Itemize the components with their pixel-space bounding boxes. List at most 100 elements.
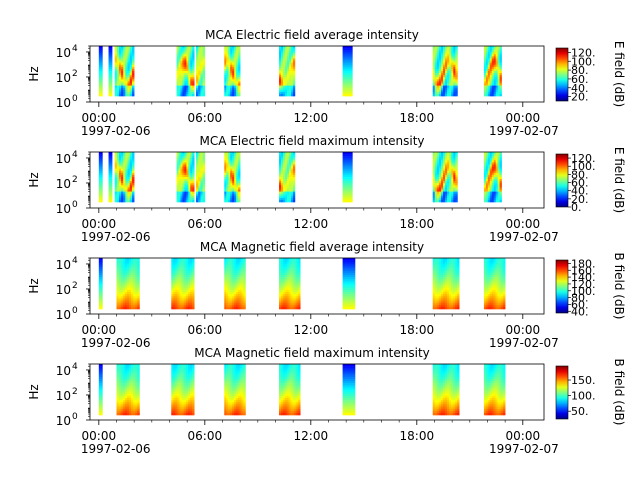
panel-3-y-tick-exponent-2: 2 bbox=[72, 281, 78, 291]
panel-2-colorbar-tick-2: 20. bbox=[571, 193, 589, 206]
panel-3-colorbar-tick-7: 160. bbox=[571, 264, 596, 277]
panel-2-x-tick-label-4: 18:00 bbox=[400, 217, 435, 231]
panel-2-data-segment-1 bbox=[98, 151, 103, 203]
panel-2-colorbar-tick-6: 100. bbox=[571, 160, 596, 173]
panel-2-x-tick-label-2: 06:00 bbox=[188, 217, 223, 231]
panel-2-x-tick-label-5: 00:00 bbox=[506, 217, 541, 231]
panel-3-colorbar bbox=[555, 259, 569, 314]
panel-1-y-axis-label: Hz bbox=[27, 66, 41, 81]
panel-3-y-tick-label-3: 10 bbox=[56, 258, 71, 272]
panel-1-data-segment-1 bbox=[98, 45, 103, 97]
panel-1-data-segment-2 bbox=[108, 45, 113, 97]
panel-1-x-tick-label-5: 00:00 bbox=[506, 111, 541, 125]
panel-2-data-segment-4 bbox=[125, 151, 135, 203]
panel-4-y-tick-label-3: 10 bbox=[56, 364, 71, 378]
panel-3-x-tick-label-5: 00:00 bbox=[506, 323, 541, 337]
panel-3-y-tick-label-2: 10 bbox=[56, 283, 71, 297]
panel-3-colorbar-tick-8: 180. bbox=[571, 257, 596, 270]
panel-2-y-tick-label-3: 10 bbox=[56, 152, 71, 166]
panel-2-colorbar-tick-7: 120. bbox=[571, 152, 596, 165]
panel-3-y-tick-exponent-1: 0 bbox=[72, 306, 78, 316]
panel-2-y-tick-exponent-2: 2 bbox=[72, 175, 78, 185]
panel-1-y-tick-exponent-1: 0 bbox=[72, 94, 78, 104]
panel-2-title: MCA Electric field maximum intensity bbox=[199, 134, 424, 148]
panel-1-x-tick-label-1: 00:00 bbox=[82, 111, 117, 125]
panel-1-y-tick-exponent-3: 4 bbox=[72, 44, 78, 54]
panel-1-data-segment-3 bbox=[114, 45, 126, 97]
panel-1-date-start: 1997-02-06 bbox=[81, 124, 151, 138]
panel-1-colorbar-tick-4: 80. bbox=[571, 64, 589, 77]
panel-2-data-segment-8 bbox=[279, 151, 296, 203]
panel-4-x-tick-label-3: 12:00 bbox=[294, 429, 329, 443]
panel-4-data-segment-9 bbox=[483, 363, 506, 416]
panel-1-data-segment-5 bbox=[176, 45, 195, 97]
panel-3-title: MCA Magnetic field average intensity bbox=[200, 240, 424, 254]
panel-4-title: MCA Magnetic field maximum intensity bbox=[194, 346, 430, 360]
panel-1-data-segment-10 bbox=[349, 45, 353, 97]
panel-4-data-segment-8 bbox=[432, 363, 460, 416]
panel-3-data-segment-4 bbox=[224, 257, 246, 310]
panel-1-x-tick-label-4: 18:00 bbox=[400, 111, 435, 125]
panel-1-data-segment-9 bbox=[342, 45, 350, 97]
panel-3-colorbar-tick-6: 140. bbox=[571, 271, 596, 284]
panel-3-data-segment-3 bbox=[171, 257, 195, 310]
panel-4-colorbar-tick-1: 50. bbox=[571, 405, 589, 418]
panel-2-y-tick-label-1: 10 bbox=[56, 202, 71, 216]
panel-2-axes-frame bbox=[89, 151, 545, 209]
panel-3-axes-frame bbox=[89, 257, 545, 315]
panel-4-data-segment-1 bbox=[98, 363, 103, 416]
panel-4-colorbar-tick-2: 100. bbox=[571, 390, 596, 403]
panel-1-data-segment-8 bbox=[279, 45, 296, 97]
panel-3-y-tick-label-1: 10 bbox=[56, 308, 71, 322]
panel-1-date-end: 1997-02-07 bbox=[489, 124, 559, 138]
panel-4-y-tick-label-1: 10 bbox=[56, 414, 71, 428]
panel-2-colorbar bbox=[555, 153, 569, 208]
panel-1-y-tick-exponent-2: 2 bbox=[72, 69, 78, 79]
panel-3-data-segment-6 bbox=[342, 257, 350, 310]
panel-3-colorbar-tick-4: 100. bbox=[571, 285, 596, 298]
panel-2-data-segment-2 bbox=[108, 151, 113, 203]
panel-2-colorbar-label: E field (dB) bbox=[612, 147, 626, 213]
panel-4-axes-frame bbox=[89, 363, 545, 421]
panel-4-data-segment-4 bbox=[224, 363, 246, 416]
panel-4-colorbar-label: B field (dB) bbox=[612, 359, 626, 426]
panel-4-data-segment-6 bbox=[342, 363, 350, 416]
panel-4-data-segment-5 bbox=[279, 363, 301, 416]
panel-1-colorbar-tick-5: 100. bbox=[571, 55, 596, 68]
panel-4-x-tick-label-2: 06:00 bbox=[188, 429, 223, 443]
panel-2-date-start: 1997-02-06 bbox=[81, 230, 151, 244]
panel-1-colorbar-tick-1: 20. bbox=[571, 91, 589, 104]
panel-4-y-tick-label-2: 10 bbox=[56, 389, 71, 403]
panel-3-colorbar-tick-2: 60. bbox=[571, 298, 589, 311]
panel-2-data-segment-3 bbox=[114, 151, 126, 203]
panel-2-colorbar-tick-3: 40. bbox=[571, 185, 589, 198]
panel-3-data-segment-5 bbox=[279, 257, 301, 310]
panel-2-colorbar-tick-1: 0. bbox=[571, 201, 582, 214]
panel-2-data-segment-5 bbox=[176, 151, 195, 203]
panel-2-y-tick-label-2: 10 bbox=[56, 177, 71, 191]
panel-3-data-segment-1 bbox=[98, 257, 103, 310]
panel-1-x-tick-label-2: 06:00 bbox=[188, 111, 223, 125]
panel-4-colorbar-tick-3: 150. bbox=[571, 374, 596, 387]
panel-3-data-segment-7 bbox=[349, 257, 356, 310]
panel-4-x-tick-label-1: 00:00 bbox=[82, 429, 117, 443]
panel-3-data-segment-8 bbox=[432, 257, 460, 310]
panel-3-colorbar-label: B field (dB) bbox=[612, 253, 626, 320]
panel-1-colorbar bbox=[555, 47, 569, 102]
panel-1-x-tick-label-3: 12:00 bbox=[294, 111, 329, 125]
panel-2-data-segment-6 bbox=[195, 151, 206, 203]
panel-2-colorbar-tick-5: 80. bbox=[571, 168, 589, 181]
panel-4-data-segment-2 bbox=[116, 363, 140, 416]
panel-4-y-tick-exponent-3: 4 bbox=[72, 362, 78, 372]
panel-2-x-tick-label-3: 12:00 bbox=[294, 217, 329, 231]
panel-1-colorbar-tick-2: 40. bbox=[571, 82, 589, 95]
panel-4-y-axis-label: Hz bbox=[27, 384, 41, 399]
panel-3-date-start: 1997-02-06 bbox=[81, 336, 151, 350]
panel-1-data-segment-4 bbox=[125, 45, 135, 97]
panel-1-y-tick-label-2: 10 bbox=[56, 71, 71, 85]
panel-2-y-axis-label: Hz bbox=[27, 172, 41, 187]
panel-4-data-segment-3 bbox=[171, 363, 195, 416]
panel-1-data-segment-7 bbox=[224, 45, 241, 97]
